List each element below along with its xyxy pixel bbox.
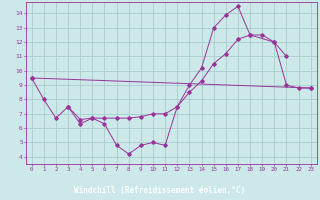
Text: Windchill (Refroidissement éolien,°C): Windchill (Refroidissement éolien,°C) <box>75 186 245 196</box>
